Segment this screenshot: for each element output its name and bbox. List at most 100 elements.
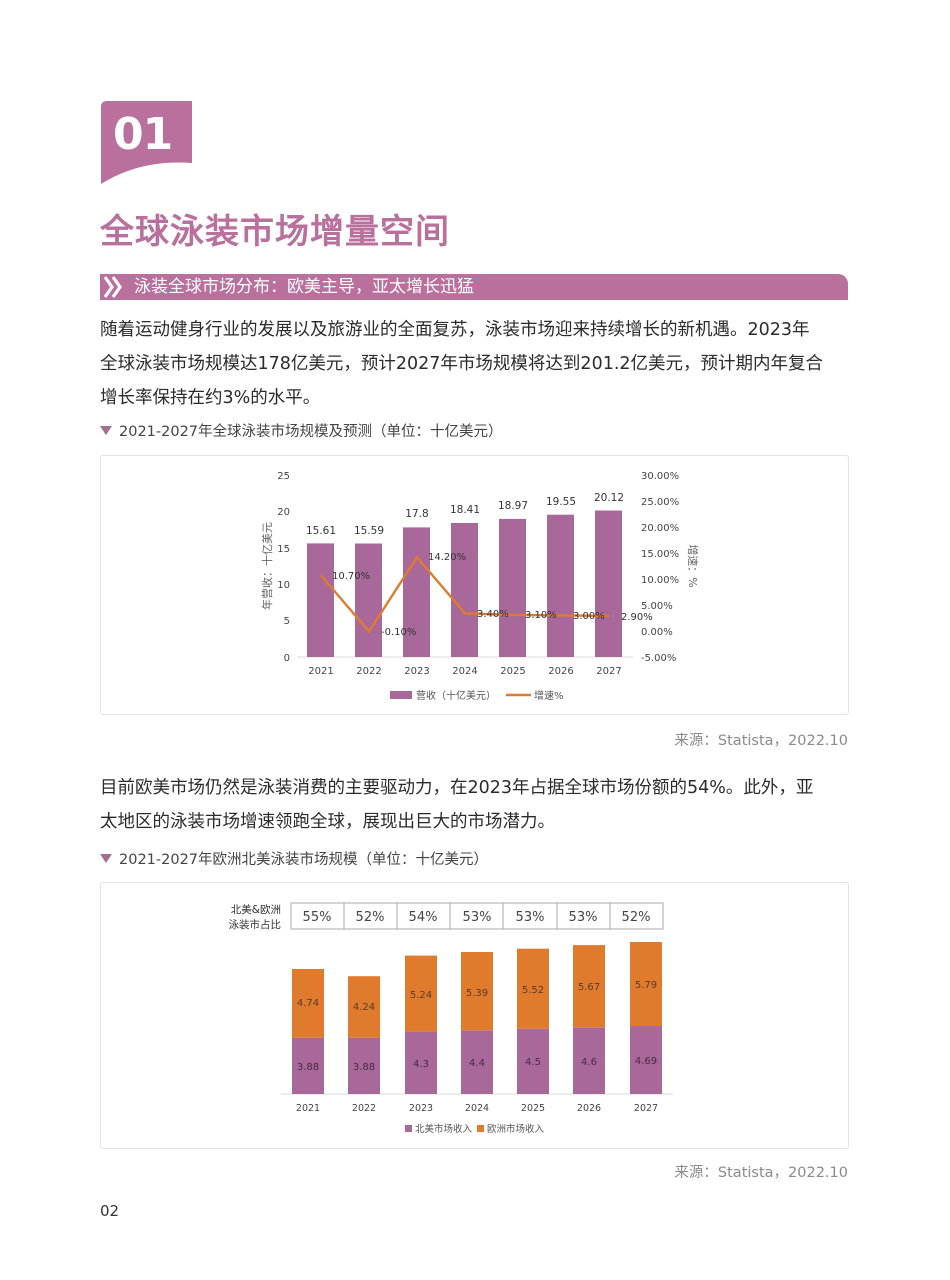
growth-line <box>320 555 610 634</box>
north-america-bars <box>292 1026 662 1094</box>
svg-text:15.00%: 15.00% <box>641 549 679 560</box>
left-axis-ticks: 25 20 15 10 5 0 <box>277 471 290 664</box>
x-axis-labels: 2021 2022 2023 2024 2025 2026 2027 <box>296 1103 658 1114</box>
x-axis-labels: 2021 2022 2023 2024 2025 2026 2027 <box>308 666 621 677</box>
svg-text:54%: 54% <box>409 910 438 925</box>
svg-text:0: 0 <box>284 653 290 664</box>
right-axis-ticks: 30.00% 25.00% 20.00% 15.00% 10.00% 5.00%… <box>641 471 679 664</box>
share-table: 北美&欧洲 泳装市占比 55% 52% 54% 53% 53% 53% 52% <box>229 902 664 931</box>
svg-text:55%: 55% <box>303 910 332 925</box>
svg-text:5.52: 5.52 <box>522 985 544 996</box>
double-chevron-icon <box>103 276 122 298</box>
svg-text:3.00%: 3.00% <box>573 611 605 622</box>
svg-text:2024: 2024 <box>465 1103 489 1114</box>
svg-text:53%: 53% <box>516 910 545 925</box>
svg-text:-0.10%: -0.10% <box>381 627 416 638</box>
svg-text:5.00%: 5.00% <box>641 601 673 612</box>
svg-text:4.3: 4.3 <box>413 1059 429 1070</box>
svg-text:20: 20 <box>277 507 290 518</box>
paragraph-line: 太地区的泳装市场增速领跑全球，展现出巨大的市场潜力。 <box>100 812 555 832</box>
svg-text:2021: 2021 <box>308 666 333 677</box>
svg-text:19.55: 19.55 <box>546 496 576 508</box>
page-title: 全球泳装市场增量空间 <box>100 212 450 252</box>
svg-text:2023: 2023 <box>409 1103 433 1114</box>
europe-value-labels: 4.74 4.24 5.24 5.39 5.52 5.67 5.79 <box>297 980 657 1013</box>
market-share-paragraph: 目前欧美市场仍然是泳装消费的主要驱动力，在2023年占据全球市场份额的54%。此… <box>100 771 850 839</box>
chart2-legend: 北美市场收入 欧洲市场收入 <box>405 1123 545 1135</box>
badge-shape <box>101 101 192 184</box>
svg-text:5.24: 5.24 <box>410 990 432 1001</box>
bar-2024 <box>451 523 478 657</box>
growth-value-labels: 10.70% -0.10% 14.20% 3.40% 3.10% 3.00% 2… <box>332 552 653 638</box>
svg-text:53%: 53% <box>463 910 492 925</box>
svg-text:增速%: 增速% <box>534 689 564 702</box>
svg-text:20.12: 20.12 <box>594 492 624 504</box>
svg-text:17.8: 17.8 <box>405 508 428 520</box>
section-number: 01 <box>113 109 173 160</box>
svg-text:14.20%: 14.20% <box>428 552 466 563</box>
chart2-caption: 2021-2027年欧洲北美泳装市场规模（单位：十亿美元） <box>100 851 488 869</box>
bar-2022 <box>355 543 382 657</box>
svg-text:3.40%: 3.40% <box>477 609 509 620</box>
north-america-value-labels: 3.88 3.88 4.3 4.4 4.5 4.6 4.69 <box>297 1056 657 1073</box>
bar-2025 <box>499 518 526 657</box>
svg-text:2022: 2022 <box>352 1103 376 1114</box>
svg-text:营收（十亿美元）: 营收（十亿美元） <box>416 689 496 702</box>
svg-text:52%: 52% <box>356 910 385 925</box>
legend-swatch-north-america <box>405 1125 412 1132</box>
svg-text:2025: 2025 <box>521 1103 545 1114</box>
bar-2023 <box>403 527 430 657</box>
bar-2026 <box>547 514 574 657</box>
svg-text:4.74: 4.74 <box>297 998 319 1009</box>
svg-text:10.00%: 10.00% <box>641 575 679 586</box>
svg-text:5.39: 5.39 <box>466 988 488 999</box>
svg-text:5.79: 5.79 <box>635 980 657 991</box>
europe-bars <box>292 942 662 1038</box>
chart1-frame: 25 20 15 10 5 0 年营收：十亿美元 30.00% 25.00% 2… <box>100 455 849 715</box>
svg-text:2024: 2024 <box>452 666 477 677</box>
bar-2027 <box>595 510 622 657</box>
paragraph-line: 全球泳装市场规模达178亿美元，预计2027年市场规模将达到201.2亿美元，预… <box>100 354 824 374</box>
svg-text:3.10%: 3.10% <box>525 610 557 621</box>
svg-text:2026: 2026 <box>577 1103 601 1114</box>
triangle-down-icon <box>100 426 112 435</box>
svg-text:52%: 52% <box>622 910 651 925</box>
svg-text:欧洲市场收入: 欧洲市场收入 <box>487 1123 545 1135</box>
svg-text:4.24: 4.24 <box>353 1002 375 1013</box>
svg-text:15.59: 15.59 <box>354 525 384 537</box>
svg-text:10: 10 <box>277 580 290 591</box>
svg-text:20.00%: 20.00% <box>641 523 679 534</box>
paragraph-line: 随着运动健身行业的发展以及旅游业的全面复苏，泳装市场迎来持续增长的新机遇。202… <box>100 320 810 340</box>
svg-text:3.88: 3.88 <box>297 1062 319 1073</box>
bar-value-labels: 15.61 15.59 17.8 18.41 18.97 19.55 20.12 <box>306 492 624 537</box>
svg-text:53%: 53% <box>569 910 598 925</box>
svg-text:北美市场收入: 北美市场收入 <box>415 1123 473 1135</box>
svg-text:4.6: 4.6 <box>581 1057 597 1068</box>
section-number-badge: 01 <box>101 101 192 184</box>
svg-text:15: 15 <box>277 544 290 555</box>
revenue-bars <box>307 510 622 657</box>
legend-swatch-revenue <box>390 691 412 699</box>
svg-text:4.4: 4.4 <box>469 1058 485 1069</box>
chart1-source: 来源：Statista，2022.10 <box>674 733 848 749</box>
chart1-caption: 2021-2027年全球泳装市场规模及预测（单位：十亿美元） <box>100 423 503 441</box>
svg-text:2027: 2027 <box>596 666 621 677</box>
chart1-legend: 营收（十亿美元） 增速% <box>390 689 564 702</box>
svg-text:4.5: 4.5 <box>525 1057 541 1068</box>
svg-text:25.00%: 25.00% <box>641 497 679 508</box>
svg-text:2022: 2022 <box>356 666 381 677</box>
svg-text:泳装市占比: 泳装市占比 <box>229 918 282 931</box>
svg-text:18.41: 18.41 <box>450 504 480 516</box>
chart2-frame: 北美&欧洲 泳装市占比 55% 52% 54% 53% 53% 53% 52% <box>100 882 849 1149</box>
svg-text:2027: 2027 <box>634 1103 658 1114</box>
right-axis-label: 增速：% <box>686 544 700 587</box>
paragraph-line: 目前欧美市场仍然是泳装消费的主要驱动力，在2023年占据全球市场份额的54%。此… <box>100 778 814 798</box>
svg-text:2025: 2025 <box>500 666 525 677</box>
chart2-na-eu-market: 北美&欧洲 泳装市占比 55% 52% 54% 53% 53% 53% 52% <box>229 902 673 1135</box>
paragraph-line: 增长率保持在约3%的水平。 <box>100 388 321 408</box>
subheading-bar: 泳装全球市场分布：欧美主导，亚太增长迅猛 <box>100 274 848 300</box>
svg-text:4.69: 4.69 <box>635 1056 657 1067</box>
svg-text:0.00%: 0.00% <box>641 627 673 638</box>
svg-text:10.70%: 10.70% <box>332 571 370 582</box>
svg-text:2.90%: 2.90% <box>621 612 653 623</box>
